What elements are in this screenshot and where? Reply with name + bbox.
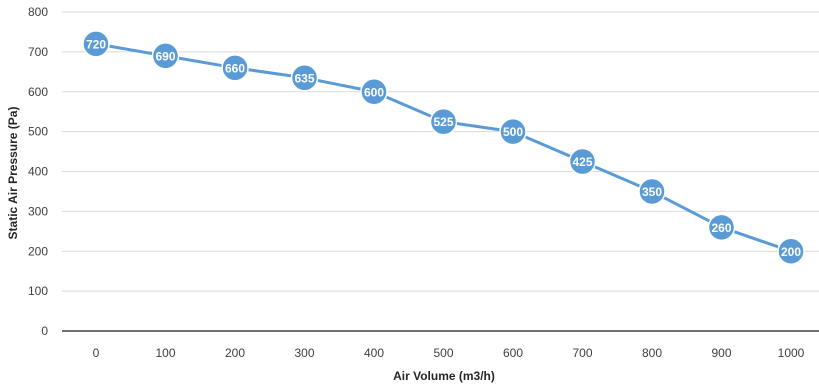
data-point	[151, 42, 180, 70]
x-tick-label: 1000	[778, 346, 805, 360]
y-tick-label: 100	[28, 284, 48, 298]
data-point	[82, 30, 110, 58]
data-point	[777, 237, 805, 265]
data-point	[707, 213, 736, 242]
data-point	[429, 107, 458, 136]
y-tick-label: 200	[28, 244, 48, 258]
series: 720 690 660 635 600 525 500 425 350 260 200	[82, 30, 805, 265]
data-label: 600	[364, 85, 384, 99]
data-label: 350	[642, 185, 662, 199]
x-tick-label: 500	[433, 346, 453, 360]
x-tick-label: 700	[572, 346, 592, 360]
x-tick-label: 200	[225, 346, 245, 360]
data-point	[638, 177, 666, 206]
data-point	[499, 117, 527, 146]
data-label: 635	[294, 71, 314, 85]
data-label: 500	[503, 125, 523, 139]
y-tick-label: 600	[28, 85, 48, 99]
series-line	[94, 42, 793, 253]
y-tick-label: 0	[41, 324, 48, 338]
data-point	[290, 64, 319, 92]
data-point	[568, 147, 597, 176]
data-label: 260	[711, 221, 731, 235]
x-tick-label: 800	[642, 346, 662, 360]
y-tick-label: 400	[28, 165, 48, 179]
y-tick-label: 800	[28, 5, 48, 19]
data-label: 200	[781, 245, 801, 259]
x-tick-label: 400	[364, 346, 384, 360]
data-label: 720	[86, 37, 106, 51]
data-label: 690	[155, 49, 175, 63]
x-tick-label: 600	[503, 346, 523, 360]
x-tick-label: 0	[93, 346, 100, 360]
data-label: 660	[225, 61, 245, 75]
data-label: 425	[572, 155, 592, 169]
x-tick-label: 900	[711, 346, 731, 360]
x-tick-label: 300	[294, 346, 314, 360]
x-axis-title: Air Volume (m3/h)	[393, 369, 495, 383]
y-axis-ticks: 0 100 200 300 400 500 600 700 800	[28, 5, 48, 338]
data-point	[221, 54, 249, 82]
x-tick-label: 100	[155, 346, 175, 360]
y-axis-title: Static Air Pressure (Pa)	[6, 107, 20, 240]
x-axis-ticks: 0 100 200 300 400 500 600 700 800 900 1000	[93, 346, 805, 360]
y-tick-label: 500	[28, 125, 48, 139]
data-point	[360, 78, 388, 106]
y-tick-label: 300	[28, 204, 48, 218]
y-tick-label: 700	[28, 45, 48, 59]
data-label: 525	[433, 115, 453, 129]
